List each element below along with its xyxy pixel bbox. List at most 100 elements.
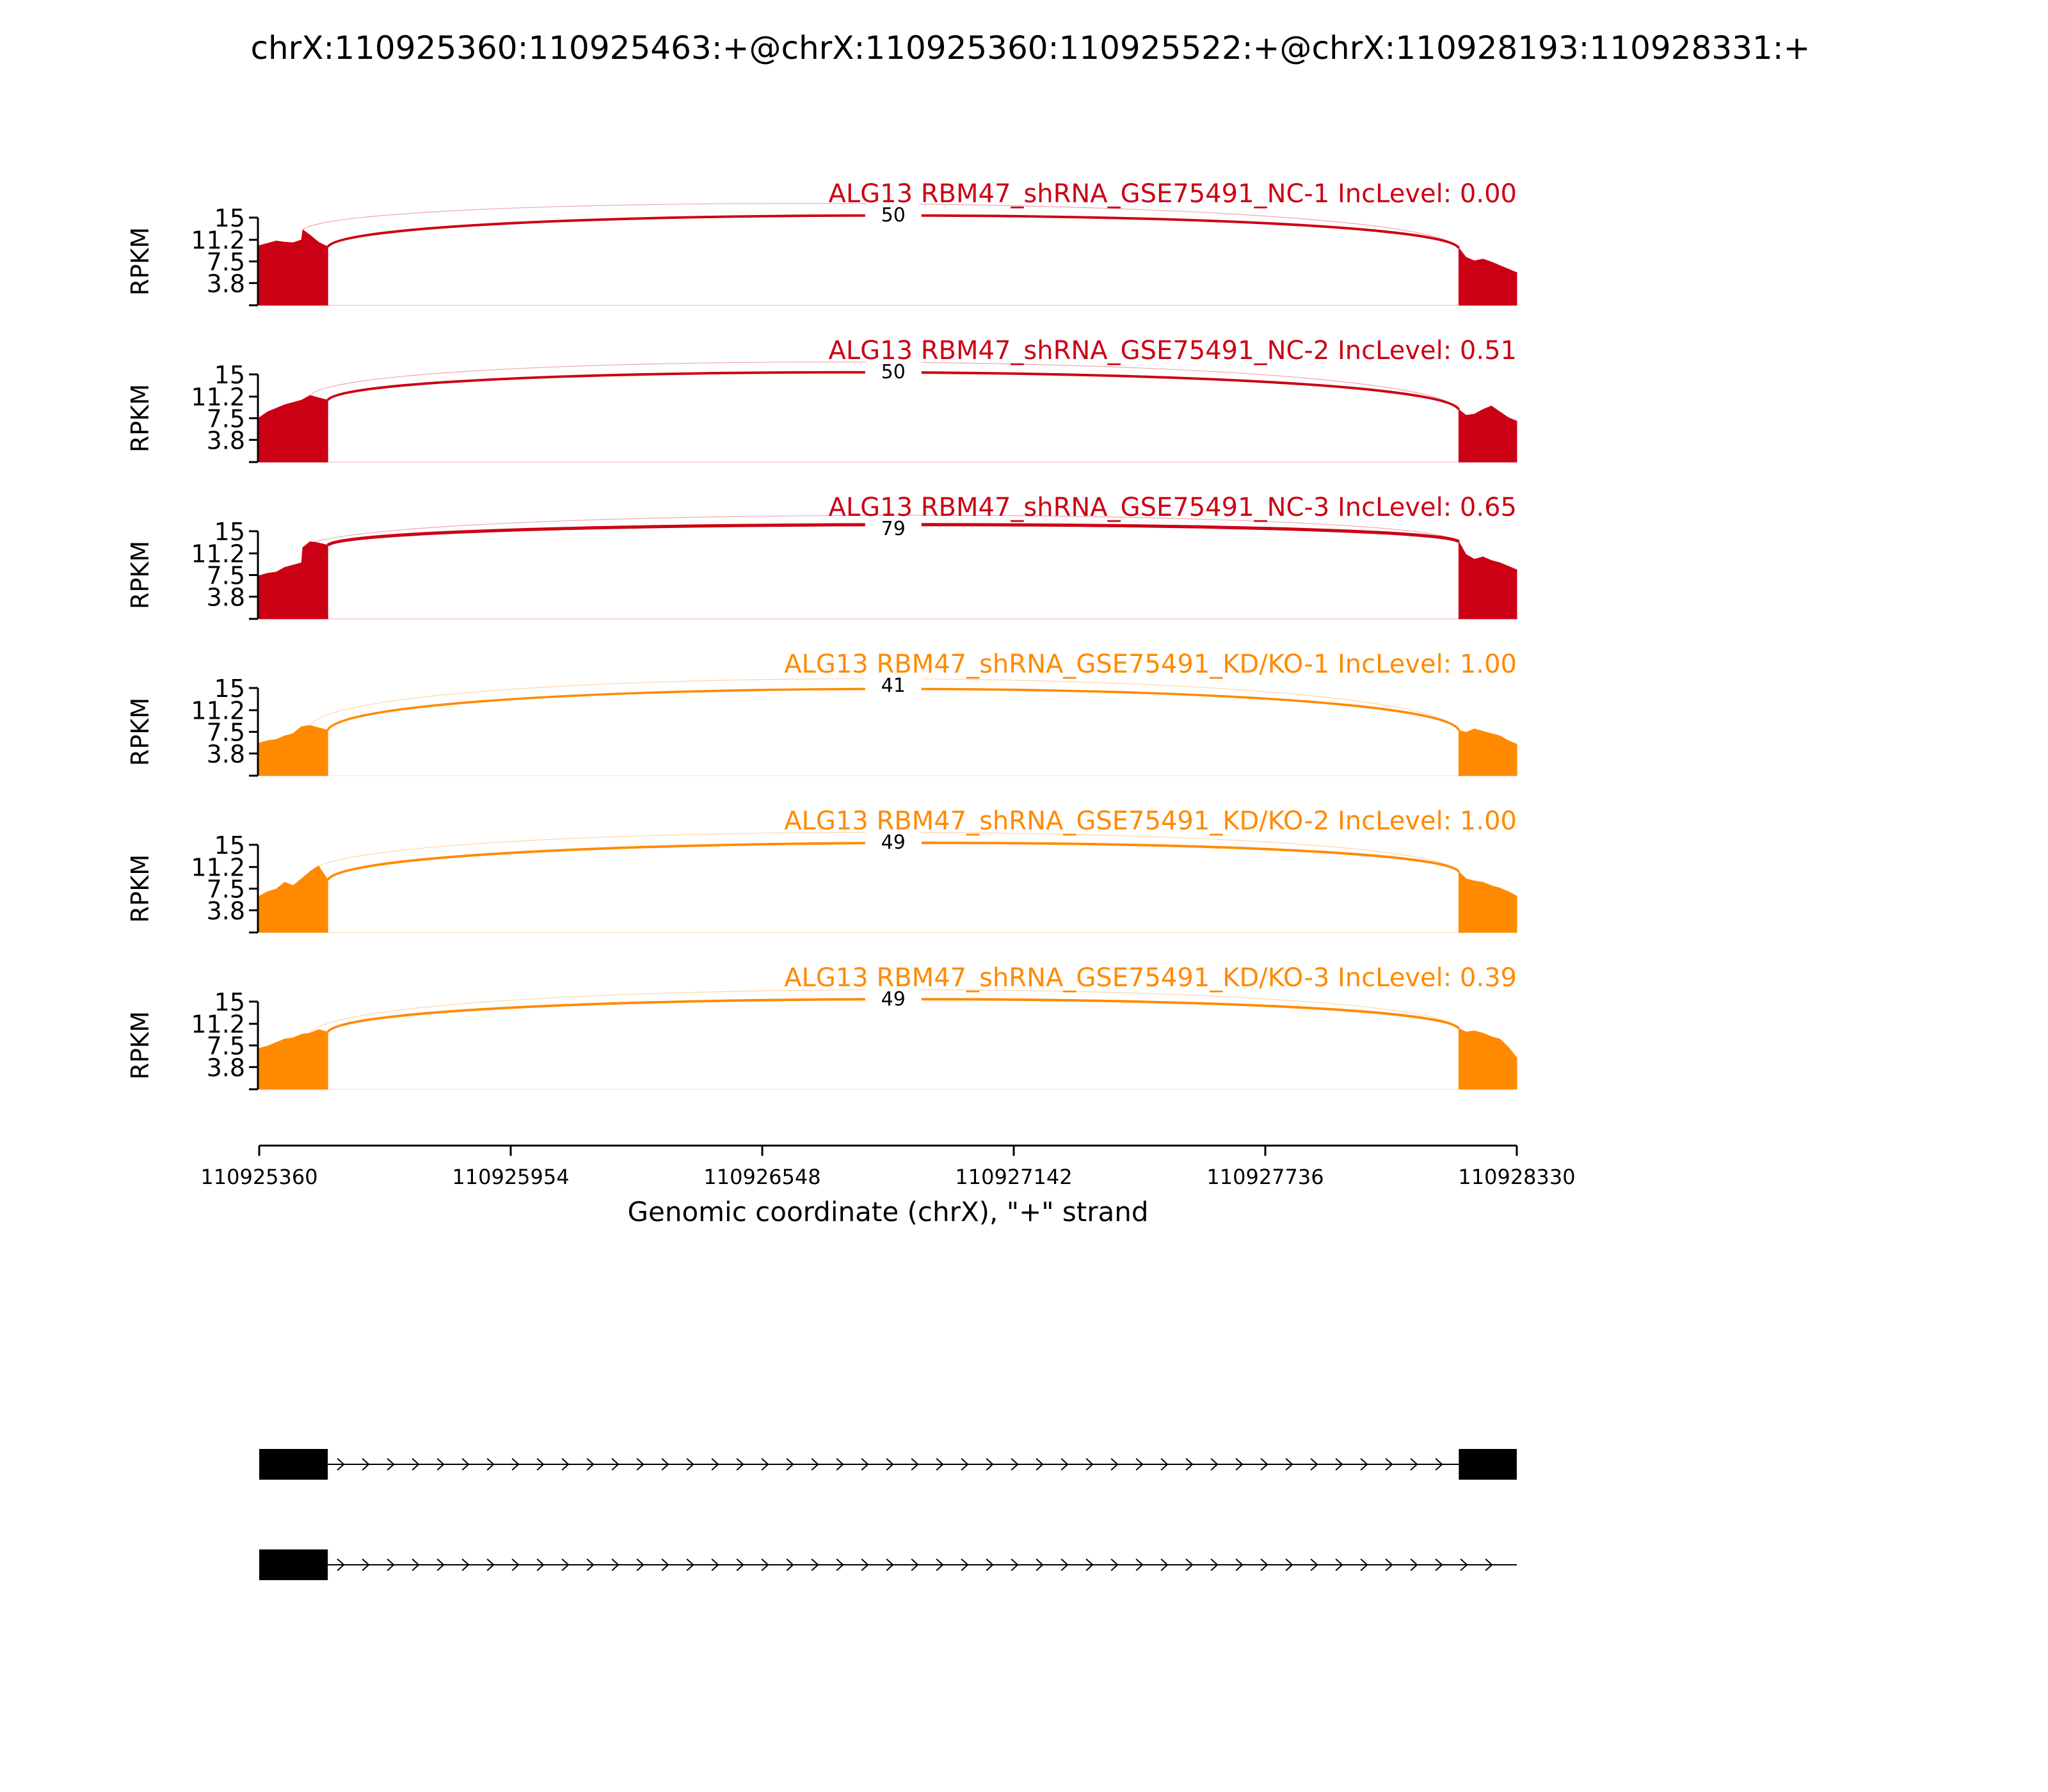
y-tick-label: 7.5 <box>207 562 245 590</box>
x-tick-label: 110925360 <box>200 1165 317 1189</box>
strand-arrow <box>1011 1558 1019 1571</box>
strand-arrow <box>886 1458 894 1471</box>
strand-arrow <box>1285 1558 1293 1571</box>
track-label: ALG13 RBM47_shRNA_GSE75491_NC-1 IncLevel… <box>828 179 1517 209</box>
track-label: ALG13 RBM47_shRNA_GSE75491_KD/KO-2 IncLe… <box>784 806 1517 836</box>
strand-arrow <box>511 1558 520 1571</box>
coverage-exon-1 <box>259 865 328 933</box>
strand-arrow <box>337 1558 345 1571</box>
strand-arrow <box>1060 1458 1069 1471</box>
y-tick-label: 3.8 <box>207 426 245 454</box>
strand-arrow <box>636 1558 644 1571</box>
x-tick-label: 110925954 <box>452 1165 569 1189</box>
strand-arrow <box>1160 1558 1169 1571</box>
strand-arrow <box>986 1558 994 1571</box>
junction-count-box <box>865 986 922 1011</box>
junction-count: 49 <box>881 988 906 1011</box>
strand-arrow <box>986 1458 994 1471</box>
y-tick-label: 7.5 <box>207 248 245 276</box>
coverage-exon-1 <box>259 541 328 620</box>
strand-arrow <box>436 1558 445 1571</box>
strand-arrow <box>1235 1558 1244 1571</box>
y-tick-label: 11.2 <box>191 540 245 568</box>
strand-arrow <box>1435 1558 1443 1571</box>
strand-arrow <box>1310 1458 1318 1471</box>
y-axis-label: RPKM <box>126 1011 154 1080</box>
strand-arrow <box>736 1458 744 1471</box>
strand-arrow <box>1235 1458 1244 1471</box>
strand-arrow <box>536 1458 545 1471</box>
y-tick-label: 15 <box>214 675 245 703</box>
strand-arrow <box>1036 1458 1044 1471</box>
strand-arrow <box>1460 1558 1468 1571</box>
strand-arrow <box>536 1558 545 1571</box>
strand-arrow <box>461 1458 470 1471</box>
y-tick-label: 11.2 <box>191 697 245 725</box>
y-tick-label: 7.5 <box>207 1032 245 1060</box>
strand-arrow <box>686 1558 694 1571</box>
coverage-exon-2 <box>1458 247 1517 306</box>
strand-arrow <box>1210 1458 1219 1471</box>
strand-arrow <box>1485 1558 1493 1571</box>
y-tick-label: 3.8 <box>207 583 245 611</box>
strand-arrow <box>686 1458 694 1471</box>
exon-block <box>259 1549 328 1580</box>
y-tick-label: 3.8 <box>207 1053 245 1082</box>
figure-title: chrX:110925360:110925463:+@chrX:11092536… <box>250 29 1810 67</box>
strand-arrow <box>561 1558 570 1571</box>
x-tick-label: 110927736 <box>1206 1165 1324 1189</box>
strand-arrow <box>1335 1458 1343 1471</box>
strand-arrow <box>1410 1558 1418 1571</box>
track-label: ALG13 RBM47_shRNA_GSE75491_KD/KO-1 IncLe… <box>784 650 1517 679</box>
strand-arrow <box>1160 1458 1169 1471</box>
y-axis-label: RPKM <box>126 384 154 452</box>
strand-arrow <box>1310 1558 1318 1571</box>
strand-arrow <box>1085 1558 1094 1571</box>
strand-arrow <box>1435 1458 1443 1471</box>
y-tick-label: 7.5 <box>207 719 245 747</box>
strand-arrow <box>861 1558 869 1571</box>
strand-arrow <box>1011 1458 1019 1471</box>
strand-arrow <box>836 1458 844 1471</box>
y-tick-label: 11.2 <box>191 383 245 412</box>
strand-arrow <box>1260 1558 1268 1571</box>
x-axis: 110925360 110925954 110926548 110927142 1109… <box>200 1144 1576 1228</box>
strand-arrow <box>1060 1558 1069 1571</box>
strand-arrow <box>1110 1558 1119 1571</box>
strand-arrow <box>1185 1458 1194 1471</box>
strand-arrow <box>586 1458 595 1471</box>
strand-arrow <box>761 1558 769 1571</box>
y-tick-label: 11.2 <box>191 1011 245 1039</box>
coverage-exon-2 <box>1458 1028 1517 1090</box>
strand-arrow <box>711 1458 719 1471</box>
strand-arrow <box>1360 1558 1368 1571</box>
track-label: ALG13 RBM47_shRNA_GSE75491_NC-2 IncLevel… <box>828 336 1517 365</box>
strand-arrow <box>486 1458 495 1471</box>
strand-arrow <box>961 1558 969 1571</box>
junction-count-box <box>865 829 922 854</box>
exon-block <box>1459 1449 1517 1480</box>
strand-arrow <box>337 1458 345 1471</box>
strand-arrow <box>1285 1458 1293 1471</box>
x-tick-label: 110927142 <box>955 1165 1072 1189</box>
strand-arrow <box>362 1458 370 1471</box>
junction-count: 49 <box>881 831 906 854</box>
coverage-exon-2 <box>1458 870 1517 933</box>
junction-count: 50 <box>881 204 906 227</box>
y-tick-label: 7.5 <box>207 405 245 433</box>
strand-arrow <box>1085 1458 1094 1471</box>
strand-arrow <box>1185 1558 1194 1571</box>
exon-block <box>259 1449 328 1480</box>
strand-arrow <box>711 1558 719 1571</box>
coverage-exon-1 <box>259 1029 328 1090</box>
junction-count: 79 <box>881 518 906 540</box>
strand-arrow <box>362 1558 370 1571</box>
junction-arc-minor <box>302 515 1459 548</box>
strand-arrow <box>561 1458 570 1471</box>
strand-arrow <box>786 1458 794 1471</box>
junction-count-box <box>865 516 922 540</box>
y-tick-label: 3.8 <box>207 740 245 768</box>
coverage-exon-1 <box>259 724 328 776</box>
